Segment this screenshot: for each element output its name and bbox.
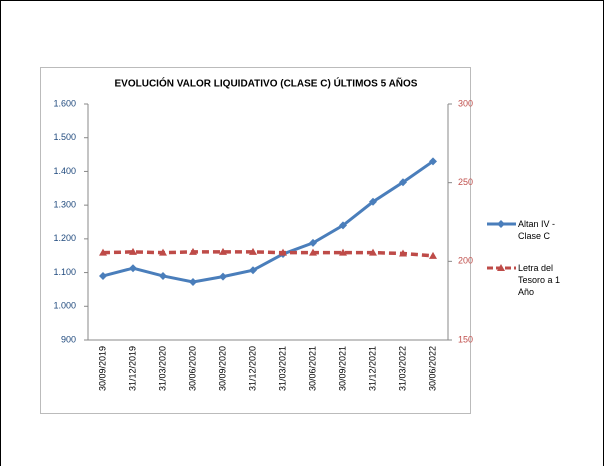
- marker: [399, 178, 407, 187]
- legend-label: Letra del Tesoro a 1 Año: [518, 263, 561, 297]
- marker: [189, 247, 197, 255]
- x-tick-label: 31/03/2020: [157, 346, 167, 391]
- marker: [429, 251, 437, 259]
- x-tick-label: 31/12/2020: [247, 346, 257, 391]
- series-line: [102, 250, 434, 258]
- x-tick-label: 31/03/2022: [397, 346, 407, 391]
- x-tick-label: 30/06/2020: [187, 346, 197, 391]
- marker: [309, 248, 317, 256]
- y-tick-label: 900: [61, 334, 76, 344]
- y-tick-label: 1.200: [53, 233, 76, 243]
- x-tick-label: 30/06/2021: [307, 346, 317, 391]
- legend-label: Altan IV - Clase C: [518, 219, 556, 241]
- marker: [219, 247, 227, 255]
- marker: [99, 248, 107, 256]
- y2-tick-label: 200: [458, 256, 473, 266]
- chart-frame: [40, 67, 471, 414]
- y2-tick-label: 250: [458, 177, 473, 187]
- x-tick-label: 31/03/2021: [277, 346, 287, 391]
- marker: [339, 248, 347, 256]
- x-tick-label: 30/09/2021: [337, 346, 347, 391]
- x-tick-label: 30/06/2022: [427, 346, 437, 391]
- x-tick-label: 30/09/2019: [97, 346, 107, 391]
- y-tick-label: 1.000: [53, 301, 76, 311]
- x-tick-label: 31/12/2021: [367, 346, 377, 391]
- y-tick-label: 1.400: [53, 166, 76, 176]
- marker: [129, 264, 137, 273]
- series-line: [102, 160, 434, 284]
- marker: [129, 247, 137, 255]
- marker: [159, 271, 167, 280]
- marker: [189, 278, 197, 287]
- marker: [309, 238, 317, 247]
- y-tick-label: 1.500: [53, 132, 76, 142]
- marker: [249, 247, 257, 255]
- marker: [429, 157, 437, 166]
- marker: [369, 197, 377, 206]
- marker: [399, 249, 407, 257]
- marker: [339, 221, 347, 230]
- y-tick-label: 1.300: [53, 200, 76, 210]
- y-tick-label: 1.600: [53, 98, 76, 108]
- y2-tick-label: 150: [458, 334, 473, 344]
- marker: [279, 248, 287, 256]
- x-tick-label: 30/09/2020: [217, 346, 227, 391]
- marker: [219, 272, 227, 281]
- legend-marker: [497, 264, 505, 271]
- x-tick-label: 31/12/2019: [127, 346, 137, 391]
- marker: [249, 266, 257, 275]
- marker: [99, 271, 107, 280]
- y-tick-label: 1.100: [53, 267, 76, 277]
- y2-tick-label: 300: [458, 98, 473, 108]
- marker: [369, 248, 377, 256]
- legend-marker: [497, 220, 505, 228]
- marker: [159, 248, 167, 256]
- chart-title: EVOLUCIÓN VALOR LIQUIDATIVO (CLASE C) ÚL…: [115, 77, 418, 90]
